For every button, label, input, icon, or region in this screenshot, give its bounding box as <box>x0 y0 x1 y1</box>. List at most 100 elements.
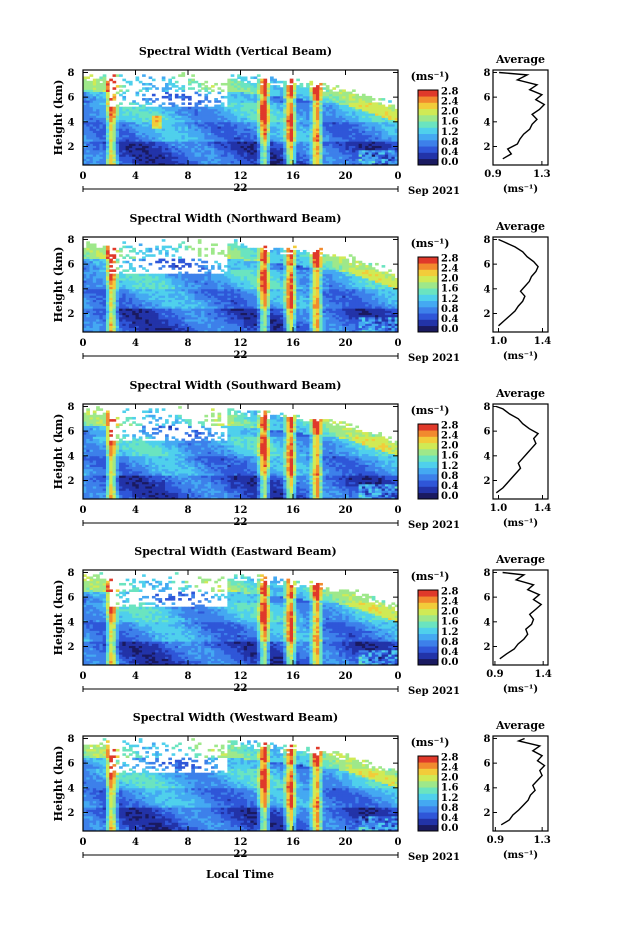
colorbar-unit: (ms⁻¹) <box>411 736 450 749</box>
avg-y-tick-label: 8 <box>484 68 491 79</box>
y-tick-label: 6 <box>68 260 75 271</box>
average-line <box>499 71 546 160</box>
average-x-label: (ms⁻¹) <box>503 184 538 195</box>
colorbar-frame <box>417 755 439 832</box>
avg-x-tick-label: 0.9 <box>484 169 501 180</box>
colorbar-tick-label: 0.4 <box>441 647 458 658</box>
y-tick-label: 6 <box>68 759 75 770</box>
x-tick-label: 20 <box>339 837 353 848</box>
colorbar-segment <box>418 96 438 103</box>
colorbar: 0.00.40.81.21.62.02.42.8 <box>417 587 458 668</box>
colorbar-segment <box>418 436 438 444</box>
colorbar-segment <box>418 133 438 141</box>
colorbar-segment <box>418 658 438 666</box>
average-x-label: (ms⁻¹) <box>503 684 538 695</box>
colorbar-segment <box>418 590 438 597</box>
avg-y-tick-label: 6 <box>484 260 491 271</box>
avg-x-tick-label: 0.9 <box>487 835 504 846</box>
colorbar-segment <box>418 824 438 832</box>
y-tick-label: 6 <box>68 427 75 438</box>
avg-x-tick-label: 1.0 <box>490 503 507 514</box>
heatmap-cells <box>83 406 399 500</box>
colorbar-segment <box>418 146 438 153</box>
colorbar-unit: (ms⁻¹) <box>411 237 450 250</box>
average-title: Average <box>495 387 545 400</box>
x-tick-label: 0 <box>80 837 87 848</box>
y-axis-label: Height (km) <box>52 414 65 490</box>
average-frame <box>492 403 549 500</box>
date-label: Sep 2021 <box>408 520 460 531</box>
colorbar-tick-label: 0.4 <box>441 314 458 325</box>
colorbar-segment <box>418 640 438 647</box>
colorbar-tick-label: 1.6 <box>441 783 458 794</box>
colorbar-segment <box>418 467 438 475</box>
panel-3: Spectral Width (Southward Beam)2468Heigh… <box>52 379 551 531</box>
colorbar-frame <box>417 256 439 333</box>
x-tick-label: 4 <box>132 505 139 516</box>
day-label: 22 <box>234 517 248 528</box>
avg-y-tick-label: 8 <box>484 402 491 413</box>
colorbar-tick-label: 0.4 <box>441 147 458 158</box>
colorbar-segment <box>418 621 438 628</box>
x-tick-label: 8 <box>185 338 192 349</box>
colorbar-unit: (ms⁻¹) <box>411 404 450 417</box>
colorbar-unit: (ms⁻¹) <box>411 70 450 83</box>
colorbar-segment <box>418 152 438 160</box>
colorbar-segment <box>418 90 438 97</box>
x-tick-label: 12 <box>234 171 248 182</box>
x-tick-label: 20 <box>339 505 353 516</box>
colorbar-segment <box>418 282 438 289</box>
y-tick-label: 6 <box>68 93 75 104</box>
avg-y-tick-label: 2 <box>484 309 491 320</box>
avg-y-tick-label: 4 <box>484 117 491 128</box>
average-title: Average <box>495 220 545 233</box>
colorbar-tick-label: 2.8 <box>441 87 458 98</box>
colorbar-tick-label: 2.0 <box>441 773 458 784</box>
panel-1: Spectral Width (Vertical Beam)2468Height… <box>52 45 551 197</box>
colorbar-tick-label: 2.0 <box>441 274 458 285</box>
panel-5: Spectral Width (Westward Beam)2468Height… <box>52 711 551 863</box>
colorbar-frame <box>417 89 439 166</box>
colorbar-segment <box>418 799 438 807</box>
colorbar-tick-label: 0.4 <box>441 813 458 824</box>
avg-y-tick-label: 8 <box>484 235 491 246</box>
average-frame <box>492 569 549 666</box>
avg-y-tick-label: 4 <box>484 451 491 462</box>
colorbar-tick-label: 2.0 <box>441 107 458 118</box>
x-tick-label: 0 <box>80 671 87 682</box>
average-profile: Average 2 4 6 8 0.9 1.4 (ms⁻¹) <box>484 553 552 695</box>
y-axis-label: Height (km) <box>52 580 65 656</box>
colorbar-segment <box>418 121 438 128</box>
panel-title: Spectral Width (Eastward Beam) <box>134 545 336 558</box>
avg-x-tick-label: 1.4 <box>534 669 551 680</box>
colorbar-segment <box>418 615 438 622</box>
avg-y-tick-label: 6 <box>484 593 491 604</box>
colorbar-segment <box>418 812 438 819</box>
average-title: Average <box>495 553 545 566</box>
colorbar-tick-label: 2.4 <box>441 264 458 275</box>
x-tick-label: 12 <box>234 671 248 682</box>
colorbar-segment <box>418 449 438 456</box>
colorbar-tick-label: 2.8 <box>441 587 458 598</box>
x-tick-label: 12 <box>234 837 248 848</box>
colorbar-tick-label: 1.6 <box>441 451 458 462</box>
panel-title: Spectral Width (Northward Beam) <box>130 212 342 225</box>
colorbar-segment <box>418 818 438 826</box>
x-tick-label: 4 <box>132 837 139 848</box>
y-tick-label: 2 <box>68 808 75 819</box>
average-frame <box>492 236 549 333</box>
colorbar-segment <box>418 756 438 763</box>
avg-x-tick-label: 1.3 <box>533 169 550 180</box>
average-x-label: (ms⁻¹) <box>503 850 538 861</box>
colorbar: 0.00.40.81.21.62.02.42.8 <box>417 87 458 168</box>
avg-x-tick-label: 1.4 <box>534 336 551 347</box>
panel-4: Spectral Width (Eastward Beam)2468Height… <box>52 545 552 697</box>
average-line <box>499 571 543 660</box>
panel-title: Spectral Width (Southward Beam) <box>129 379 341 392</box>
avg-x-tick-label: 1.0 <box>490 336 507 347</box>
avg-y-tick-label: 2 <box>484 142 491 153</box>
colorbar: 0.00.40.81.21.62.02.42.8 <box>417 753 458 834</box>
colorbar-tick-label: 0.8 <box>441 803 458 814</box>
colorbar-segment <box>418 793 438 801</box>
colorbar-segment <box>418 294 438 302</box>
